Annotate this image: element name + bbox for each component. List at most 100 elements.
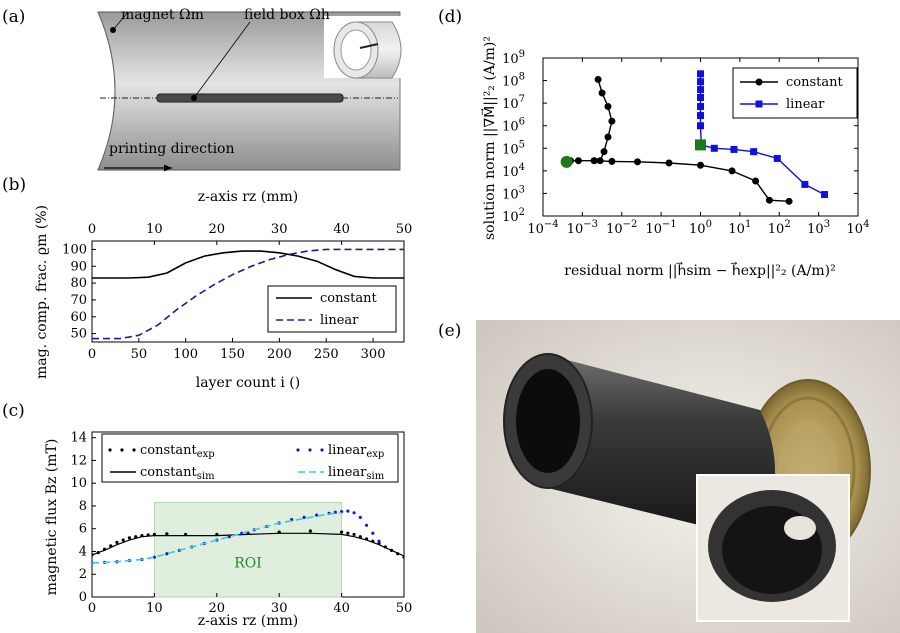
c-xtick-label-5: 50 (396, 601, 413, 616)
legend-b-linear: linear (320, 313, 359, 328)
b-series-linear (92, 248, 404, 340)
d-series-constant-point-19 (785, 197, 793, 205)
d-series-linear-point-10 (750, 148, 758, 156)
c-ytick-label-2: 4 (79, 544, 87, 559)
d-optimum-linear (695, 139, 706, 151)
d-optimum-constant (560, 155, 573, 168)
panel-label-a: (a) (2, 7, 25, 27)
d-xtick-label--2: 10−2 (606, 219, 637, 237)
magnet-label: magnet Ωm (121, 7, 204, 23)
c-series-linear-exp-point-17 (302, 515, 306, 519)
b-xtick-label-4: 200 (267, 347, 292, 362)
c-series-constant-exp-point-4 (115, 540, 119, 544)
b-xtoptick-label-3: 30 (271, 222, 288, 237)
c-series-constant-exp-point-19 (352, 532, 356, 537)
b-xtoptick-label-1: 10 (146, 222, 163, 237)
c-xtick-label-3: 30 (271, 601, 288, 616)
legend-d-constant: constant (786, 75, 843, 90)
fieldbox-label: field box Ωh (244, 7, 330, 23)
c-series-constant-sim (92, 532, 404, 557)
d-series-linear-point-13 (821, 191, 829, 199)
roi-region (153, 502, 343, 598)
c-ytick-label-0: 0 (79, 590, 87, 605)
c-series-constant-exp-point-5 (121, 538, 125, 542)
c-series-constant-exp-point-16 (308, 529, 312, 533)
b-xtoptick-label-2: 20 (209, 222, 226, 237)
c-series-constant-exp-point-7 (134, 535, 138, 539)
c-series-linear-exp-point-25 (364, 523, 369, 527)
b-ylabel: mag. comp. frac. ϱm (%) (34, 205, 50, 379)
chart-c: ROI 0 10 20 30 40 50 0 2 4 6 8 10 12 14 z-axis rz (mm… (44, 431, 412, 629)
b-ytick-label-1: 60 (70, 310, 87, 325)
b-ytick-label-2: 70 (70, 293, 87, 308)
c-xtick-label-0: 0 (88, 601, 96, 616)
d-ytick-label-6: 106 (502, 117, 525, 135)
c-series-linear-exp-point-26 (371, 531, 375, 535)
b-xtick-label-5: 250 (314, 347, 339, 362)
d-series-linear-point-6 (697, 122, 704, 130)
b-ytick-label-5: 100 (62, 242, 87, 257)
printing-direction-label: printing direction (109, 141, 235, 157)
d-series-constant-point-6 (596, 157, 604, 165)
magnet-photo (476, 320, 900, 633)
chart-d: 10−4 10−3 10−2 10−1 100 101 102 103 104 102 103 104… (480, 36, 869, 279)
legend-b: constant linear (267, 285, 397, 333)
d-series-constant-point-5 (600, 148, 608, 156)
d-xtick-label--3: 10−3 (567, 219, 598, 237)
legend-d-linear: linear (786, 97, 825, 112)
c-series-linear-exp-point-22 (346, 509, 350, 513)
panel-label-d: (d) (438, 7, 462, 27)
b-xtick-label-1: 50 (131, 347, 148, 362)
c-ylabel: magnetic flux Bz (mT) (44, 439, 60, 596)
d-series-linear-point-5 (697, 112, 704, 120)
d-xtick-label-4: 104 (847, 219, 870, 237)
d-series-constant-point-10 (574, 157, 582, 165)
c-xtick-label-2: 20 (209, 601, 226, 616)
b-xtick-label-0: 0 (88, 347, 96, 362)
d-ytick-label-5: 105 (502, 139, 525, 157)
b-xtoptick-label-4: 40 (333, 222, 350, 237)
roi-label: ROI (234, 555, 262, 571)
c-xlabel: z-axis rz (mm) (198, 613, 298, 629)
d-series-linear-point-4 (697, 103, 704, 111)
legend-c: constantexp constantsim linearexp linear… (101, 433, 399, 483)
d-xtick-label-3: 103 (807, 219, 830, 237)
c-ytick-label-3: 6 (79, 522, 87, 537)
legend-c-constant-sim: constantsim (140, 465, 215, 482)
d-series-linear-point-8 (710, 144, 718, 152)
d-series-constant-point-0 (594, 75, 602, 83)
c-ytick-label-6: 12 (70, 453, 87, 468)
c-series-constant-exp-point-11 (165, 532, 169, 536)
d-series-constant-point-3 (608, 117, 616, 125)
d-series-linear-point-2 (697, 86, 704, 94)
d-ylabel: solution norm ||∇M⃗||²₂ (A/m)² (480, 36, 498, 240)
d-series-constant-point-11 (590, 157, 598, 165)
d-xtick-label-2: 102 (768, 219, 791, 237)
d-ytick-label-2: 102 (502, 207, 525, 225)
b-xtick-label-3: 150 (220, 347, 245, 362)
panel-label-c: (c) (2, 401, 25, 421)
b-ytick-label-0: 50 (70, 327, 87, 342)
b-xlabel: layer count i () (196, 375, 300, 391)
d-series-constant-point-15 (697, 161, 704, 169)
c-series-linear-exp-point-24 (358, 515, 362, 519)
d-series-constant-point-14 (665, 159, 673, 167)
c-series-linear-sim (92, 512, 342, 564)
d-series-linear-point-3 (697, 94, 704, 101)
b-xtoptick-label-5: 50 (396, 222, 413, 237)
d-series-linear-point-0 (697, 70, 704, 78)
c-ytick-label-5: 10 (70, 476, 87, 491)
d-ytick-label-9: 109 (502, 49, 525, 67)
magnet-render: magnet Ωm field box Ωh printing directio… (97, 7, 402, 172)
b-series-constant (92, 250, 404, 279)
legend-d: constant linear (732, 67, 858, 119)
c-ytick-label-1: 2 (79, 567, 87, 582)
legend-c-symbol-constant-exp (108, 448, 136, 452)
legend-c-linear-sim: linearsim (328, 465, 385, 482)
d-xtick-label-0: 100 (689, 219, 712, 237)
d-series-constant-point-4 (604, 133, 612, 141)
d-series-constant-point-13 (634, 158, 641, 166)
b-xtoptick-label-0: 0 (88, 222, 96, 237)
d-xtick-label--1: 10−1 (645, 219, 676, 237)
